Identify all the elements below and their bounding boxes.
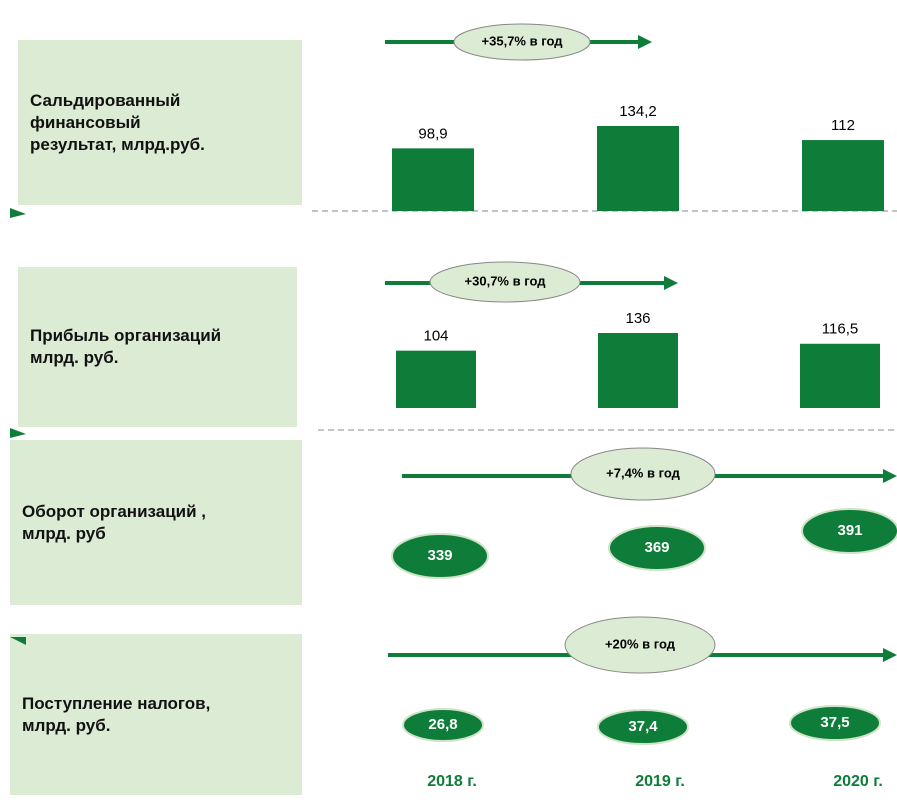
value-label: 136	[625, 310, 650, 327]
annotation-oval	[429, 261, 581, 303]
annotation-oval	[564, 616, 716, 674]
x-tick-label: 2020 г.	[833, 773, 883, 790]
corner-mark	[10, 637, 26, 645]
annotation: +30,7% в год	[465, 273, 547, 288]
value-label: 339	[427, 547, 452, 564]
value-oval	[789, 705, 881, 741]
arrow-head	[638, 35, 652, 49]
label-box: Сальдированный финансовый результат, млр…	[18, 40, 302, 205]
corner-mark	[10, 208, 26, 218]
arrow-head	[883, 469, 897, 483]
row-title: Поступление налогов, млрд. руб.	[22, 693, 211, 735]
value-label: 391	[837, 522, 862, 539]
value-label: 98,9	[418, 125, 447, 142]
bar	[396, 350, 476, 408]
x-tick-label: 2019 г.	[635, 773, 685, 790]
value-label: 116,5	[822, 321, 858, 338]
annotation-oval	[453, 23, 591, 61]
annotation-oval	[570, 447, 716, 501]
annotation: +20% в год	[605, 636, 676, 651]
row-title: Оборот организаций , млрд. руб	[22, 501, 207, 543]
value-label: 369	[644, 539, 669, 556]
label-box: Оборот организаций , млрд. руб	[10, 440, 302, 605]
label-box: Поступление налогов, млрд. руб.	[10, 634, 302, 795]
bar	[802, 140, 884, 211]
value-oval	[801, 508, 897, 554]
bar	[598, 333, 678, 408]
value-label: 104	[423, 328, 448, 345]
annotation: +35,7% в год	[482, 33, 564, 48]
annotation: +7,4% в год	[606, 465, 680, 480]
bar	[597, 126, 679, 211]
label-box: Прибыль организаций млрд. руб.	[18, 267, 297, 427]
row-title: Сальдированный финансовый результат, млр…	[30, 90, 205, 154]
value-label: 37,5	[820, 714, 849, 731]
x-tick-label: 2018 г.	[427, 773, 477, 790]
value-oval	[402, 708, 484, 742]
value-label: 37,4	[628, 718, 658, 735]
row-title: Прибыль организаций млрд. руб.	[30, 326, 222, 367]
value-oval	[391, 533, 489, 579]
arrow-head	[664, 276, 678, 290]
value-label: 134,2	[619, 103, 657, 120]
corner-mark	[10, 428, 26, 438]
value-oval	[608, 525, 706, 571]
value-oval	[597, 709, 689, 745]
value-label: 26,8	[428, 716, 457, 733]
value-label: 112	[831, 117, 855, 134]
arrow-head	[883, 648, 897, 662]
bar	[800, 343, 880, 408]
bar	[392, 148, 474, 211]
